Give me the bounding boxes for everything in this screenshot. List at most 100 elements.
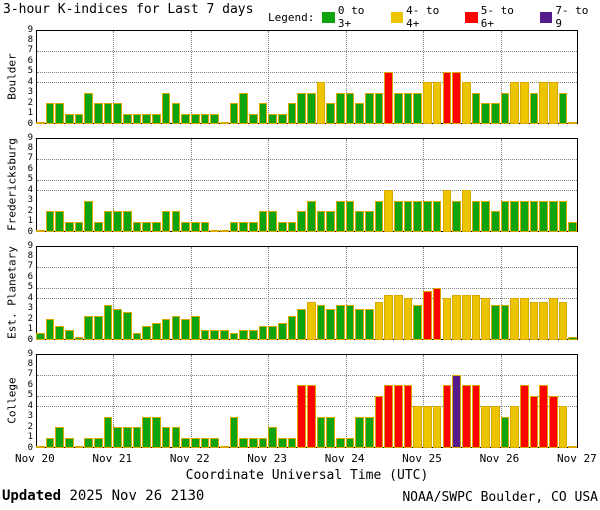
k-index-bar [442,190,452,232]
legend-item-3: 7- to 9 [536,4,600,30]
k-index-bar [519,82,529,124]
k-index-bar [65,329,74,340]
k-index-bar [219,329,229,340]
k-index-bar [374,200,384,232]
k-index-bar [287,221,297,232]
k-index-bar [384,71,394,124]
k-index-bar [219,122,229,124]
k-index-bar [529,200,539,232]
updated-label: Updated [2,488,62,504]
k-index-bar [548,298,558,340]
k-index-bar [384,385,394,448]
k-index-bar [365,308,374,340]
y-tick-label: 9 [27,348,33,359]
y-tick-label: 2 [27,313,33,324]
k-index-bar [74,446,84,448]
k-index-bar [423,406,432,448]
x-tick-label: Nov 24 [324,452,365,465]
k-index-bar [171,315,181,340]
k-index-bar [432,406,442,448]
gridline-horizontal [37,50,577,52]
gridline-day-boundary [345,139,347,231]
k-index-bar [200,329,210,340]
k-index-bar [365,416,374,448]
k-index-bar [123,312,132,340]
k-index-bar [190,113,200,124]
y-tick-label: 1 [27,324,33,335]
k-index-bar [287,437,297,448]
k-index-bar [65,113,74,124]
k-index-bar [113,211,123,232]
k-index-bar [539,301,548,340]
k-index-bar [510,82,519,124]
k-index-bar [65,221,74,232]
y-tick-label: 4 [27,76,33,87]
k-index-bar [142,221,152,232]
k-index-bar [45,437,55,448]
k-index-bar [394,385,403,448]
gridline-horizontal [37,374,577,376]
legend-item-label: 5- to 6+ [480,4,514,30]
k-index-bar [452,294,461,340]
k-index-bar [548,395,558,448]
k-index-bar [171,427,181,448]
k-index-bar [394,200,403,232]
legend-item-0: 0 to 3+ [318,4,382,30]
k-index-bar [394,294,403,340]
y-tick-label: 8 [27,34,33,45]
k-index-bar [336,305,345,340]
k-index-bar [84,315,94,340]
gridline-day-boundary [113,355,115,447]
k-index-bar [432,200,442,232]
gridline-day-boundary [345,355,347,447]
k-index-bar [36,122,45,124]
k-index-bar [277,113,287,124]
k-index-bar [161,92,171,124]
k-index-bar [74,113,84,124]
k-index-bar [490,305,500,340]
k-index-bar [55,427,65,448]
k-index-bar [248,329,258,340]
k-index-bar [529,395,539,448]
k-index-bar [142,113,152,124]
k-index-bar [36,230,45,232]
y-tick-label: 1 [27,432,33,443]
k-index-bar [452,71,461,124]
k-index-bar [529,92,539,124]
y-tick-label: 2 [27,421,33,432]
k-index-bar [210,230,219,232]
x-tick-label: Nov 20 [15,452,55,465]
k-index-bar [461,82,471,124]
y-tick-label: 3 [27,195,33,206]
k-index-bar [413,200,423,232]
k-index-bar [171,211,181,232]
gridline-horizontal [37,298,577,300]
k-index-bar [287,103,297,124]
k-index-bar [374,301,384,340]
k-index-bar [316,211,326,232]
legend-item-label: 7- to 9 [555,4,589,30]
gridline-horizontal [37,266,577,268]
k-index-bar [287,315,297,340]
legend-swatch-2 [465,11,478,23]
k-index-bar [471,92,481,124]
k-index-bar [161,427,171,448]
gridline-day-boundary [268,139,270,231]
k-index-bar [84,92,94,124]
y-tick-label: 3 [27,303,33,314]
k-index-bar [413,92,423,124]
gridline-day-boundary [190,31,192,123]
k-index-bar [490,406,500,448]
k-index-bar [181,221,190,232]
k-index-bar [268,113,277,124]
k-index-bar [403,298,413,340]
gridline-day-boundary [113,31,115,123]
k-index-bar [142,416,152,448]
k-index-bar [45,211,55,232]
k-index-bar [239,92,248,124]
station-label: Boulder [5,53,19,100]
k-index-bar [74,221,84,232]
k-index-bar [239,329,248,340]
k-index-bar [568,336,577,340]
